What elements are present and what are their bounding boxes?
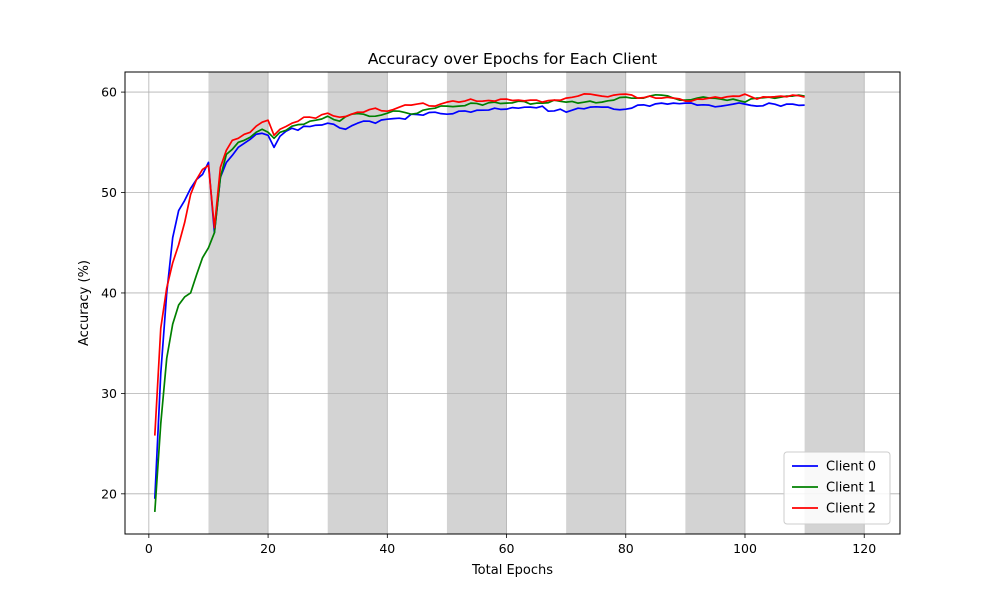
shaded-band-4 — [685, 72, 745, 534]
y-tick-label-60: 60 — [101, 85, 117, 100]
series-line-client-2 — [153, 93, 805, 436]
grid-lines — [125, 72, 900, 534]
x-tick-label-40: 40 — [379, 541, 395, 556]
y-tick-label-50: 50 — [101, 185, 117, 200]
x-tick-label-80: 80 — [618, 541, 634, 556]
legend-label-1: Client 1 — [826, 481, 876, 496]
x-tick-label-120: 120 — [852, 541, 876, 556]
x-tick-label-20: 20 — [260, 541, 276, 556]
x-axis-label: Total Epochs — [471, 563, 553, 578]
chart-title: Accuracy over Epochs for Each Client — [368, 50, 657, 68]
y-tick-label-40: 40 — [101, 285, 117, 300]
legend-box — [783, 451, 891, 525]
shaded-band-1 — [327, 72, 388, 534]
x-tick-label-60: 60 — [499, 541, 515, 556]
y-tick-label-30: 30 — [101, 386, 117, 401]
shaded-band-0 — [208, 72, 269, 534]
shaded-band-3 — [566, 72, 626, 534]
x-tick-label-0: 0 — [145, 541, 153, 556]
series-line-client-1 — [153, 93, 805, 512]
legend-label-2: Client 2 — [826, 502, 876, 517]
x-axis-ticks: 0 20 40 60 80 100 120 — [145, 534, 876, 556]
shaded-bands — [208, 72, 865, 534]
x-tick-label-100: 100 — [733, 541, 757, 556]
legend: Client 0 Client 1 Client 2 — [783, 451, 891, 525]
y-axis-label: Accuracy (%) — [77, 260, 92, 346]
y-axis-ticks: 20 30 40 50 60 — [101, 85, 125, 501]
series-lines — [153, 93, 805, 512]
plot-frame — [124, 71, 901, 535]
y-tick-label-20: 20 — [101, 486, 117, 501]
shaded-band-2 — [446, 72, 507, 534]
series-line-client-0 — [153, 102, 805, 499]
legend-label-0: Client 0 — [826, 460, 876, 475]
